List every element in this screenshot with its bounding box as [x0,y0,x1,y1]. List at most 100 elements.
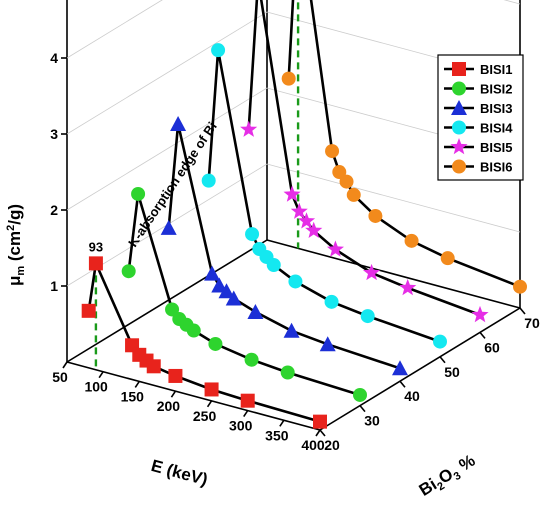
data-point [208,336,223,351]
data-point [211,43,226,58]
data-point [88,256,103,271]
x-tick-label: 250 [193,408,217,424]
series-group [81,0,527,429]
y-tick-mark [479,331,486,339]
data-point [186,323,201,338]
x-tick-mark [62,361,68,369]
series-bisi4 [201,43,447,349]
data-point [325,144,340,159]
series-bisi6 [281,0,527,294]
series-bisi1 [81,256,327,429]
z-tick-label: 1 [50,278,58,294]
legend-item: BISI4 [444,120,513,136]
legend-item: BISI3 [444,100,513,116]
x-tick-label: 400 [301,437,325,453]
y-tick-mark [399,380,406,388]
y-axis-title: Bi2O3 % [416,451,481,503]
data-point [513,279,527,294]
grid-line [503,0,521,5]
data-point [471,305,489,323]
y-tick-label: 30 [364,413,380,429]
data-point [204,265,221,281]
data-point [288,274,303,289]
y-tick-mark [359,405,366,413]
series-line [287,0,521,288]
y-tick-mark [319,429,326,437]
legend-item: BISI1 [444,62,513,77]
x-tick-mark [206,400,213,408]
x-tick-label: 50 [52,369,68,385]
y-tick-label: 50 [444,364,460,380]
legend-label: BISI1 [480,62,513,77]
data-point [363,263,381,281]
data-point [433,334,447,349]
data-point [281,71,296,86]
box-edge [266,239,521,309]
y-tick-mark [439,356,446,364]
data-point [266,257,281,272]
y-tick-label: 60 [484,339,500,355]
x-tick-label: 150 [121,388,145,404]
data-point [332,165,347,180]
data-point [240,120,258,137]
grid-line [266,163,521,233]
box-edge [319,307,521,431]
series-bisi5 [240,0,489,323]
data-point [324,294,339,309]
series-line [167,123,401,370]
data-point [452,120,466,135]
data-point [298,212,316,229]
data-point [440,251,455,266]
data-point [452,62,466,76]
data-point [360,309,375,324]
box-edge [66,361,321,431]
x-tick-label: 350 [265,427,289,443]
data-point [392,360,408,376]
data-point [346,187,361,202]
data-point [81,303,96,318]
x-tick-mark [170,390,177,398]
legend: BISI1 BISI2 BISI3 BISI4 BISI5 BISI6 [437,54,524,181]
data-point [247,303,264,319]
data-point [368,208,383,223]
data-point [244,352,259,367]
data-point [319,336,336,352]
data-point [245,227,260,242]
data-point [305,221,323,238]
x-tick-mark [134,380,140,388]
z-tick-label: 2 [50,202,58,218]
x-tick-label: 100 [84,379,108,395]
data-point [326,240,344,257]
data-point [452,159,466,174]
legend-label: BISI2 [480,82,513,97]
x-tick-mark [243,410,249,418]
data-point [121,264,136,279]
legend-label: BISI4 [480,121,513,136]
data-point [146,359,161,374]
x-tick-label: 200 [157,398,181,414]
data-point [283,322,300,338]
data-point [450,138,468,155]
y-tick-label: 20 [324,437,340,453]
grid-line [66,11,268,135]
data-point [170,115,187,131]
legend-label: BISI3 [480,101,513,116]
y-tick-label: 70 [524,315,540,331]
x-axis-title: E (keV) [149,456,210,489]
data-point [211,277,228,293]
z-tick-label: 4 [50,50,58,66]
series-bisi3 [160,115,408,376]
data-point [283,185,301,202]
data-point [339,174,354,189]
x-tick-label: 300 [229,418,253,434]
data-point [218,283,235,299]
data-point [313,414,327,429]
legend-label: BISI6 [480,160,513,175]
data-point [240,393,255,408]
legend-label: BISI5 [480,140,513,155]
data-point [404,233,419,248]
x-tick-mark [98,371,104,379]
data-point [201,173,216,188]
data-point [160,219,177,235]
